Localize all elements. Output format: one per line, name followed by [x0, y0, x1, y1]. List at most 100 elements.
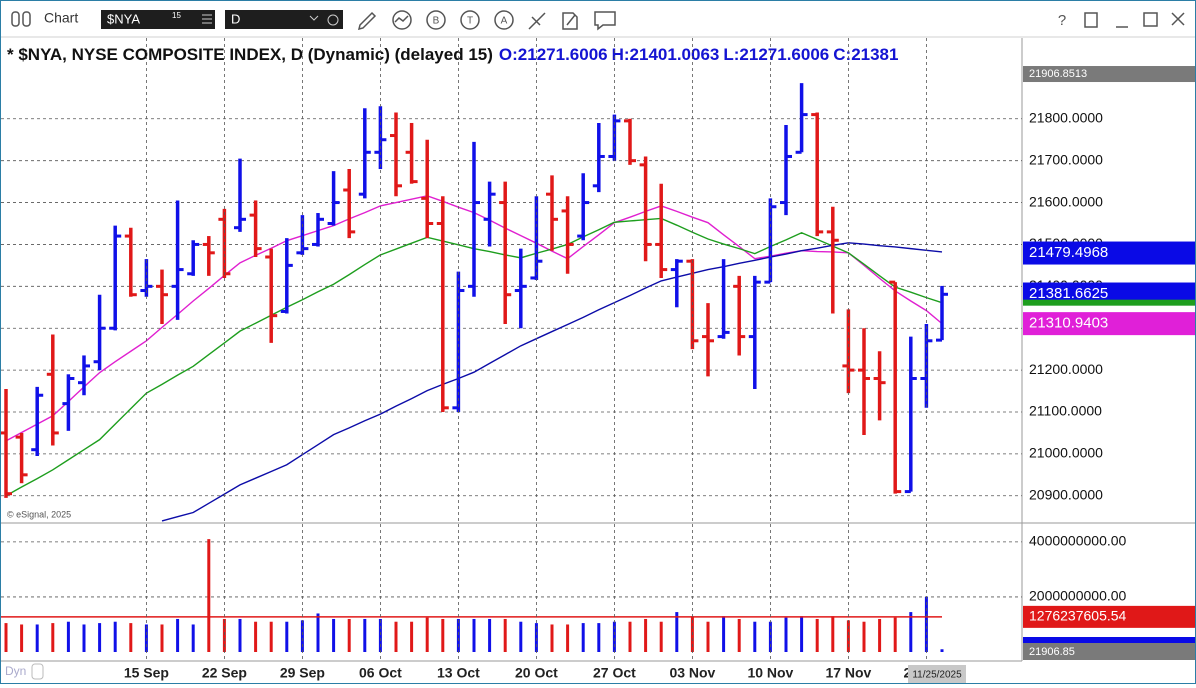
ohlc-label: H:21401.0063 [612, 45, 720, 64]
price-pane [1, 83, 1022, 522]
value-label: 21479.4968 [1029, 244, 1108, 261]
ohlc-bar [78, 355, 90, 396]
ohlc-bar [639, 156, 652, 262]
ohlc-bar [748, 275, 761, 389]
ohlc-bar [15, 432, 28, 484]
ohlc-bar [561, 196, 574, 274]
ohlc-bar [780, 125, 792, 216]
ohlc-label: L:21271.6006 [723, 45, 829, 64]
crosshair-box [1023, 643, 1195, 660]
moving-average [161, 242, 943, 522]
y-tick-label: 2000000000.00 [1029, 588, 1127, 604]
ohlc-bar [592, 122, 605, 193]
dyn-label[interactable]: Dyn [5, 664, 26, 678]
ohlc-bar [577, 173, 590, 241]
ohlc-bar [889, 280, 902, 494]
lock-icon[interactable] [31, 663, 44, 680]
interval[interactable]: D [231, 11, 240, 26]
value-label: 21906.8513 [1029, 68, 1087, 80]
ohlc-bar [795, 83, 808, 154]
y-tick-label: 21000.0000 [1029, 445, 1103, 461]
ohlc-bar [499, 181, 512, 325]
x-tick-label: 17 Nov [825, 665, 871, 681]
ohlc-bar [62, 374, 75, 431]
y-tick-label: 20900.0000 [1029, 486, 1103, 502]
ohlc-bar [733, 275, 746, 356]
title-text: * $NYA, NYSE COMPOSITE INDEX, D (Dynamic… [7, 45, 493, 64]
y-tick-label: 21100.0000 [1029, 403, 1102, 419]
symbol-box[interactable] [101, 10, 215, 29]
window-controls[interactable]: ? [1058, 12, 1185, 29]
ohlc-bar [31, 386, 44, 456]
ohlc-bar [234, 158, 246, 232]
ohlc-bar [249, 200, 262, 258]
value-box [1023, 605, 1195, 628]
ohlc-bar [327, 171, 340, 226]
value-box [1023, 299, 1195, 306]
copyright: © eSignal, 2025 [7, 509, 71, 519]
x-tick-label: 13 Oct [437, 665, 480, 681]
app-icon [11, 11, 31, 27]
y-tick-label: 21800.0000 [1029, 109, 1103, 125]
x-tick-label: 29 Sep [280, 665, 325, 681]
interval-dropdown[interactable] [309, 15, 319, 21]
ohlc-bar [436, 196, 449, 412]
value-label: 1276237605.54 [1029, 608, 1127, 624]
y-tick-label: 21200.0000 [1029, 361, 1103, 377]
ohlc-bar [702, 303, 714, 377]
volume-pane [1, 539, 1022, 652]
y-tick-label: 21700.0000 [1029, 151, 1103, 167]
ohlc-label: O:21271.6006 [499, 45, 608, 64]
ohlc-bar [624, 118, 636, 165]
ohlc-bar [1, 388, 12, 498]
y-tick-label: 21600.0000 [1029, 193, 1103, 209]
ohlc-bar [468, 141, 480, 297]
ohlc-bar [390, 112, 402, 197]
x-tick-label: 06 Oct [359, 665, 402, 681]
ohlc-bar [546, 175, 558, 251]
crosshair-date: 11/25/2025 [912, 670, 962, 681]
value-label: 21310.9403 [1029, 315, 1108, 332]
symbol[interactable]: $NYA [107, 11, 140, 26]
x-tick-label: 03 Nov [669, 665, 715, 681]
chart-title: * $NYA, NYSE COMPOSITE INDEX, D (Dynamic… [7, 45, 898, 64]
ohlc-bar [109, 225, 122, 331]
ohlc-bar [93, 294, 106, 371]
symbol-menu[interactable] [202, 14, 212, 24]
ohlc-bar [358, 108, 371, 199]
tool-b[interactable]: B [433, 16, 440, 27]
x-tick-label: 20 Oct [515, 665, 558, 681]
draw-tools[interactable] [357, 10, 616, 31]
value-box [1023, 241, 1195, 265]
crosshair-label: 21906.85 [1029, 646, 1075, 658]
x-tick-label: 27 Oct [593, 665, 636, 681]
value-box [1023, 312, 1195, 336]
ohlc-bar [405, 122, 418, 184]
x-tick-label: 10 Nov [747, 665, 793, 681]
ohlc-bar [764, 198, 777, 284]
tool-t[interactable]: T [467, 16, 473, 27]
y-tick-label: 4000000000.00 [1029, 533, 1127, 549]
ohlc-bar [312, 213, 324, 247]
value-box [1023, 637, 1195, 643]
interval-box[interactable] [225, 10, 343, 29]
ohlc-bar [655, 183, 668, 278]
x-tick-label: 15 Sep [124, 665, 169, 681]
symbol-delay: 15 [172, 11, 181, 20]
ohlc-bar [858, 328, 870, 436]
ohlc-bar [826, 206, 839, 314]
ohlc-bar [124, 227, 137, 297]
ohlc-bar [920, 324, 933, 408]
ohlc-bar [46, 334, 59, 446]
ohlc-bar [670, 259, 683, 308]
tool-a[interactable]: A [501, 16, 508, 27]
interval-clock[interactable] [327, 14, 339, 26]
ohlc-label: C:21381 [833, 45, 898, 64]
ohlc-bar [717, 259, 730, 339]
ohlc-bar [514, 248, 527, 329]
ohlc-bar [171, 200, 184, 320]
ohlc-bar [421, 139, 434, 239]
ohlc-bar [343, 169, 356, 239]
